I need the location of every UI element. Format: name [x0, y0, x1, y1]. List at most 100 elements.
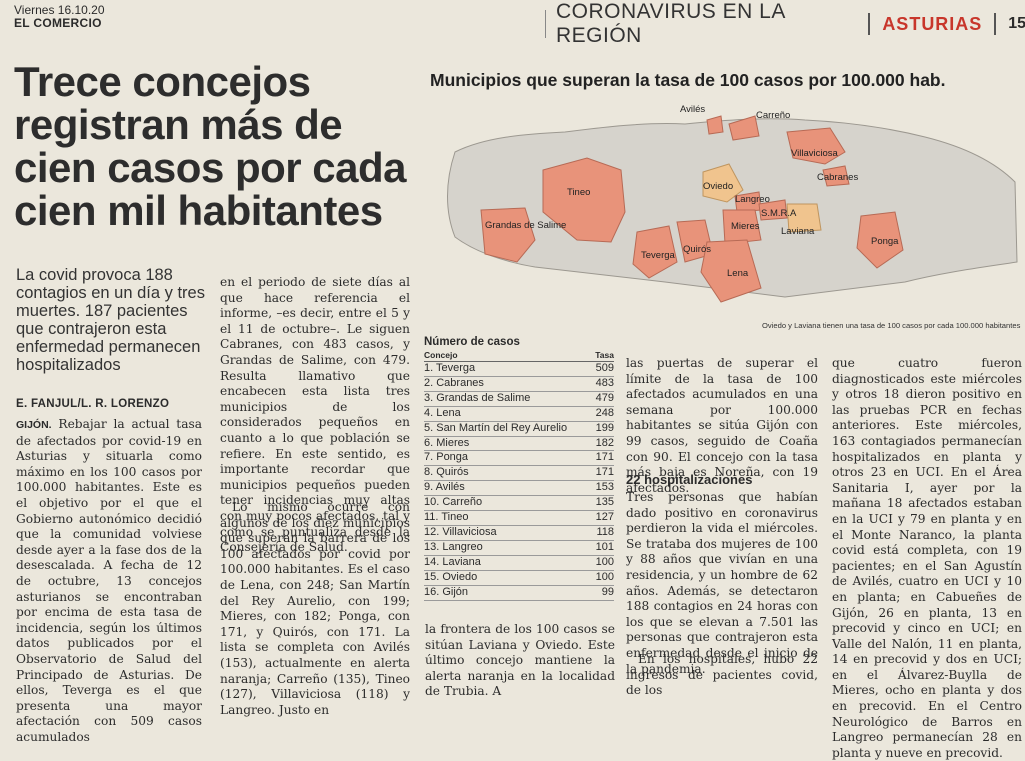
- body-column-4b: Tres personas que habían dado positivo e…: [626, 490, 818, 676]
- map-label-aviles: Avilés: [680, 104, 705, 115]
- table-cell-concejo: 1. Teverga: [424, 362, 476, 374]
- map-label-smra: S.M.R.A: [761, 208, 797, 219]
- map-label-villaviciosa: Villaviciosa: [791, 148, 839, 159]
- table-cell-concejo: 5. San Martín del Rey Aurelio: [424, 421, 568, 434]
- table-cell-concejo: 10. Carreño: [424, 496, 483, 509]
- table-header: Concejo Tasa: [424, 350, 614, 362]
- table-row: 3. Grandas de Salime 479: [424, 392, 614, 407]
- table-row: 15. Oviedo 100: [424, 571, 614, 586]
- table-row: 9. Avilés 153: [424, 481, 614, 497]
- municipality-grandas-de-salime: [480, 207, 536, 263]
- table-cell-tasa: 509: [595, 362, 614, 374]
- map-label-oviedo: Oviedo: [703, 181, 733, 192]
- table-cell-concejo: 16. Gijón: [424, 585, 469, 598]
- map-label-teverga: Teverga: [641, 250, 676, 261]
- municipality-cabranes: [822, 165, 850, 187]
- table-row: 16. Gijón 99: [424, 586, 614, 601]
- page-number: 15: [1008, 15, 1025, 32]
- municipality-tineo: [542, 157, 626, 243]
- table-cell-tasa: 248: [595, 406, 614, 419]
- map-label-ponga: Ponga: [871, 236, 899, 247]
- map-label-mieres: Mieres: [731, 221, 760, 232]
- table-cell-concejo: 8. Quirós: [424, 466, 469, 479]
- table-caption: Número de casos: [424, 336, 520, 348]
- municipality-smra: [758, 199, 788, 221]
- map-label-quiros: Quirós: [683, 244, 711, 255]
- section-bar: CORONAVIRUS EN LA REGIÓN ASTURIAS 15: [545, 0, 1025, 47]
- table-cell-tasa: 99: [601, 585, 614, 598]
- table-cell-tasa: 101: [595, 540, 614, 553]
- asturias-map: Avilés Carreño Villaviciosa Cabranes Tin…: [447, 104, 1018, 303]
- masthead: Viernes 16.10.20 EL COMERCIO: [14, 4, 105, 30]
- subheadline: La covid provoca 188 contagios en un día…: [16, 266, 205, 374]
- table-row: 8. Quirós 171: [424, 466, 614, 482]
- body-column-2b: Lo mismo ocurre con algunos de los diez …: [220, 500, 410, 717]
- table-cell-concejo: 11. Tineo: [424, 511, 469, 524]
- table-row: 11. Tineo 127: [424, 511, 614, 526]
- table-row: 12. Villaviciosa 118: [424, 526, 614, 541]
- table-cell-tasa: 182: [595, 436, 614, 449]
- page-divider: [994, 13, 997, 35]
- table-cell-tasa: 135: [595, 496, 614, 509]
- table-cell-concejo: 6. Mieres: [424, 436, 470, 449]
- issue-date: Viernes 16.10.20: [14, 3, 105, 17]
- body-column-2: en el periodo de siete días al que hace …: [220, 275, 410, 555]
- table-cell-tasa: 100: [595, 555, 614, 568]
- body-text-1: Rebajar la actual tasa de afectados por …: [16, 417, 202, 744]
- body-column-5: que cuatro fueron diagnosticados este mi…: [832, 356, 1022, 760]
- table-row: 2. Cabranes 483: [424, 377, 614, 392]
- table-cell-concejo: 7. Ponga: [424, 451, 469, 464]
- municipality-teverga: [632, 225, 678, 279]
- table-row: 1. Teverga 509: [424, 362, 614, 377]
- dateline: GIJÓN.: [16, 419, 52, 431]
- cases-table: Número de casos Concejo Tasa 1. Teverga 5…: [424, 336, 614, 601]
- table-row: 13. Langreo 101: [424, 541, 614, 556]
- table-cell-concejo: 4. Lena: [424, 406, 461, 419]
- table-cell-concejo: 12. Villaviciosa: [424, 525, 497, 538]
- table-cell-concejo: 13. Langreo: [424, 540, 483, 553]
- municipality-laviana: [786, 203, 822, 233]
- municipality-villaviciosa: [786, 127, 846, 165]
- table-cell-tasa: 100: [595, 570, 614, 583]
- table-cell-tasa: 479: [595, 391, 614, 404]
- map-label-laviana: Laviana: [781, 226, 815, 237]
- table-row: 14. Laviana 100: [424, 556, 614, 571]
- table-cell-tasa: 483: [595, 376, 614, 389]
- column-header-concejo: Concejo: [424, 350, 458, 360]
- municipality-carreno: [728, 115, 760, 141]
- publication-name: EL COMERCIO: [14, 16, 102, 30]
- map-label-cabranes: Cabranes: [817, 172, 858, 183]
- body-column-4: las puertas de superar el límite de la t…: [626, 356, 818, 495]
- municipality-lena: [700, 239, 762, 303]
- table-cell-concejo: 14. Laviana: [424, 555, 481, 568]
- table-row: 4. Lena 248: [424, 407, 614, 422]
- table-body: 1. Teverga 509 2. Cabranes 483 3. Grandas de…: [424, 362, 614, 601]
- municipality-mieres: [722, 209, 762, 245]
- table-row: 6. Mieres 182: [424, 437, 614, 452]
- map-label-langreo: Langreo: [735, 194, 770, 205]
- map-footnote: Oviedo y Laviana tienen una tasa de 100 …: [762, 321, 1021, 330]
- map-label-lena: Lena: [727, 268, 749, 279]
- region-label: ASTURIAS: [882, 13, 983, 34]
- table-row: 5. San Martín del Rey Aurelio 199: [424, 422, 614, 437]
- body-column-1: GIJÓN. Rebajar la actual tasa de afectad…: [16, 417, 202, 745]
- column-header-tasa: Tasa: [595, 350, 614, 360]
- table-row: 10. Carreño 135: [424, 496, 614, 512]
- body-column-3: la frontera de los 100 casos se sitúan L…: [425, 622, 615, 699]
- map-label-carreno: Carreño: [756, 110, 790, 121]
- municipality-aviles: [706, 115, 724, 135]
- table-cell-concejo: 9. Avilés: [424, 481, 465, 494]
- table-cell-tasa: 127: [595, 511, 614, 524]
- body-column-4c: En los hospitales, hubo 22 ingresos de p…: [626, 652, 818, 698]
- byline: E. FANJUL/L. R. LORENZO: [16, 398, 170, 410]
- map-title: Municipios que superan la tasa de 100 ca…: [430, 70, 946, 90]
- map-label-tineo: Tineo: [567, 187, 590, 198]
- table-cell-tasa: 171: [595, 451, 614, 464]
- municipality-ponga: [856, 211, 904, 269]
- table-cell-concejo: 3. Grandas de Salime: [424, 391, 531, 404]
- table-cell-tasa: 118: [596, 525, 614, 538]
- section-title: CORONAVIRUS EN LA REGIÓN: [556, 0, 785, 47]
- table-cell-tasa: 171: [595, 466, 614, 479]
- table-cell-concejo: 15. Oviedo: [424, 570, 478, 583]
- table-row: 7. Ponga 171: [424, 451, 614, 467]
